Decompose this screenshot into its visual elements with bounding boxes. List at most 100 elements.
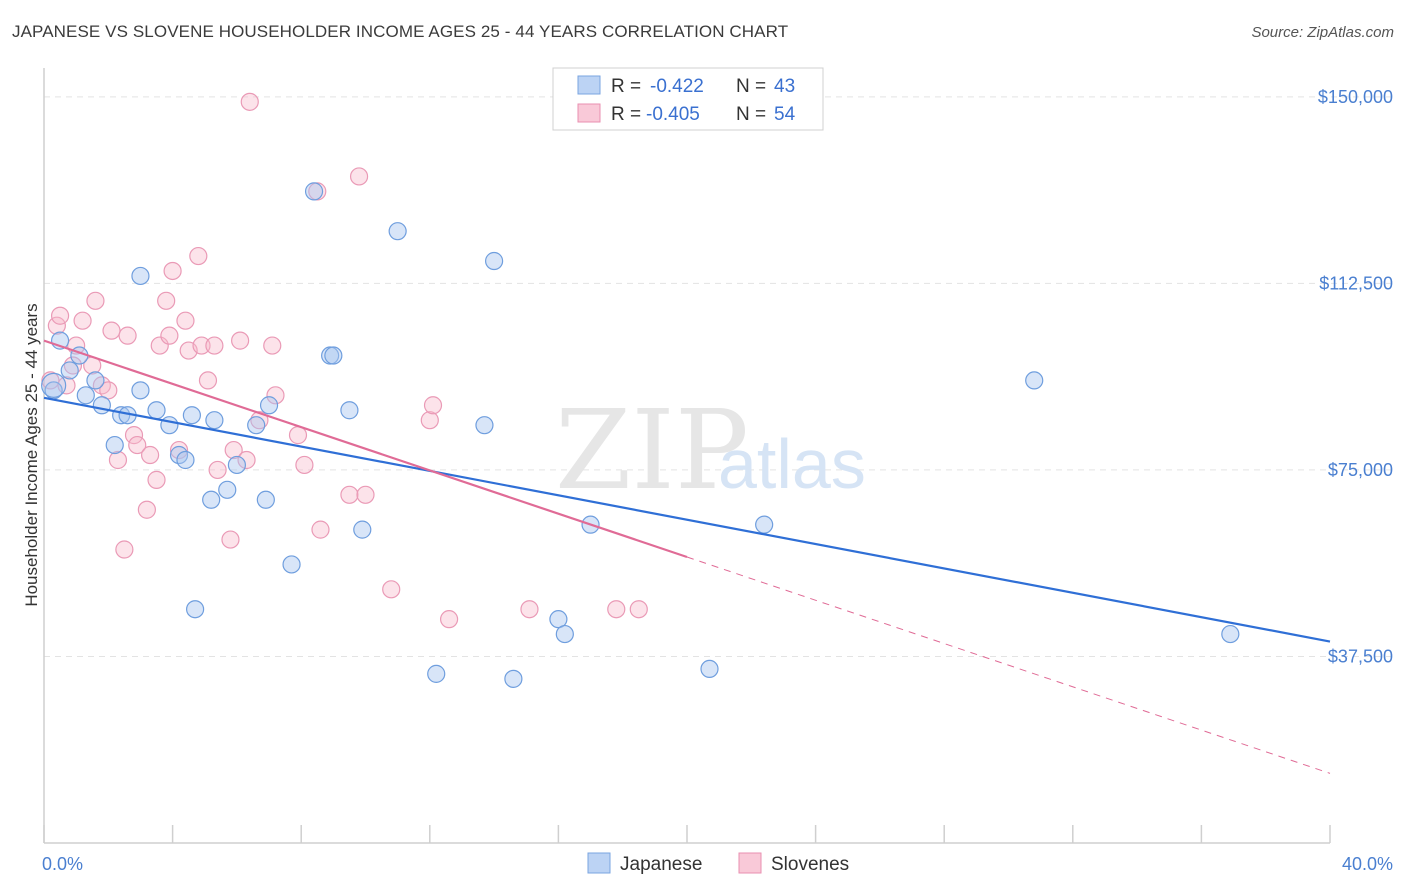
japanese-point xyxy=(147,401,166,420)
japanese-point xyxy=(218,480,237,499)
japanese-point xyxy=(304,182,324,201)
slovenes-point xyxy=(198,371,218,390)
japanese-point xyxy=(131,266,150,286)
slovenes-point xyxy=(63,356,83,375)
japanese-point xyxy=(340,401,359,420)
slovenes-point xyxy=(629,600,648,619)
x-tick-label: 40.0% xyxy=(1342,854,1393,874)
y-axis-label: Householder Income Ages 25 - 44 years xyxy=(22,303,41,606)
japanese-point xyxy=(555,624,574,644)
japanese-point xyxy=(176,450,195,470)
japanese-trendline xyxy=(43,396,1331,643)
legend-swatch-japanese xyxy=(577,75,601,95)
bottom-legend-label-slovenes: Slovenes xyxy=(771,854,849,875)
slovenes-point xyxy=(439,610,459,629)
slovenes-point xyxy=(108,450,128,470)
slovenes-point xyxy=(73,311,92,330)
japanese-point xyxy=(182,406,201,425)
japanese-point xyxy=(186,600,205,619)
legend-r-label-slovenes: R = xyxy=(611,104,641,125)
legend-box: R = -0.422 N = 43 R = -0.405 N = 54 xyxy=(552,67,824,131)
japanese-point xyxy=(353,520,372,539)
y-tick-label: $112,500 xyxy=(1319,273,1393,293)
watermark-atlas: atlas xyxy=(718,425,866,503)
slovenes-point xyxy=(266,386,285,405)
slovenes-point xyxy=(520,600,539,619)
bottom-legend: Japanese Slovenes xyxy=(587,852,849,875)
slovenes-point xyxy=(221,530,240,549)
slovenes-point xyxy=(115,540,134,559)
japanese-point xyxy=(475,416,494,435)
slovenes-point xyxy=(349,167,369,186)
slovenes-point xyxy=(231,331,250,350)
slovenes-point xyxy=(160,326,179,345)
japanese-point xyxy=(755,515,774,534)
x-tick-label: 0.0% xyxy=(42,854,83,874)
slovenes-point xyxy=(137,500,156,519)
trendlines xyxy=(43,339,1331,774)
slovenes-point xyxy=(140,445,160,465)
japanese-point xyxy=(700,659,719,679)
y-tick-label: $75,000 xyxy=(1328,460,1393,480)
slovenes-point xyxy=(150,336,169,355)
japanese-point xyxy=(86,371,105,390)
legend-swatch-slovenes xyxy=(577,103,601,123)
slovenes-point xyxy=(340,485,359,504)
slovenes-point xyxy=(118,326,137,345)
japanese-point xyxy=(1025,371,1044,390)
japanese-point xyxy=(427,664,446,683)
japanese-point xyxy=(504,669,523,688)
slovenes-point xyxy=(237,450,256,470)
y-tick-label: $37,500 xyxy=(1328,646,1393,666)
slovenes-point xyxy=(163,261,182,281)
bottom-legend-label-japanese: Japanese xyxy=(620,854,702,875)
tick-labels: $37,500 $75,000 $112,500 $150,000 0.0% 40.0% xyxy=(42,87,1393,874)
slovenes-point xyxy=(311,520,330,539)
slovenes-point xyxy=(423,396,443,415)
chart-title: JAPANESE VS SLOVENE HOUSEHOLDER INCOME A… xyxy=(12,22,789,41)
legend-r-label-japanese: R = xyxy=(611,76,641,97)
japanese-point xyxy=(485,251,504,271)
gridlines xyxy=(44,96,1392,657)
japanese-point xyxy=(259,396,279,415)
legend-r-value-slovenes: -0.405 xyxy=(646,104,700,125)
japanese-point xyxy=(1221,624,1240,644)
japanese-point xyxy=(60,361,79,380)
watermark-zip: ZIP xyxy=(555,386,749,514)
bottom-legend-swatch-japanese xyxy=(587,852,611,874)
slovenes-point xyxy=(176,311,195,330)
japanese-point xyxy=(160,416,179,435)
slovenes-point xyxy=(102,321,121,340)
legend-n-label-japanese: N = xyxy=(736,76,766,97)
slovenes-points xyxy=(41,92,648,629)
japanese-point xyxy=(205,411,224,430)
japanese-point xyxy=(227,455,246,475)
slovenes-trendline-extension xyxy=(686,556,1331,774)
y-tick-label: $150,000 xyxy=(1318,87,1393,107)
japanese-cluster-point xyxy=(41,372,67,398)
slovenes-point xyxy=(192,336,211,355)
japanese-point xyxy=(105,435,124,455)
slovenes-point xyxy=(205,336,224,355)
slovenes-point xyxy=(47,316,66,335)
japanese-point xyxy=(202,490,221,509)
japanese-point xyxy=(92,396,111,415)
slovenes-point xyxy=(157,291,176,310)
japanese-point xyxy=(76,386,95,405)
slovenes-trendline xyxy=(43,339,688,559)
slovenes-point xyxy=(208,460,227,480)
slovenes-point xyxy=(420,411,439,430)
slovenes-point xyxy=(263,336,282,355)
slovenes-point xyxy=(128,435,147,455)
japanese-point xyxy=(131,381,150,400)
bottom-legend-swatch-slovenes xyxy=(738,852,762,874)
slovenes-point xyxy=(124,426,144,445)
axes xyxy=(43,68,1331,844)
japanese-point xyxy=(388,222,407,241)
slovenes-point xyxy=(250,411,269,430)
japanese-point xyxy=(282,555,301,574)
japanese-point xyxy=(324,346,343,365)
slovenes-point xyxy=(50,306,70,325)
legend-n-value-slovenes: 54 xyxy=(774,104,796,125)
